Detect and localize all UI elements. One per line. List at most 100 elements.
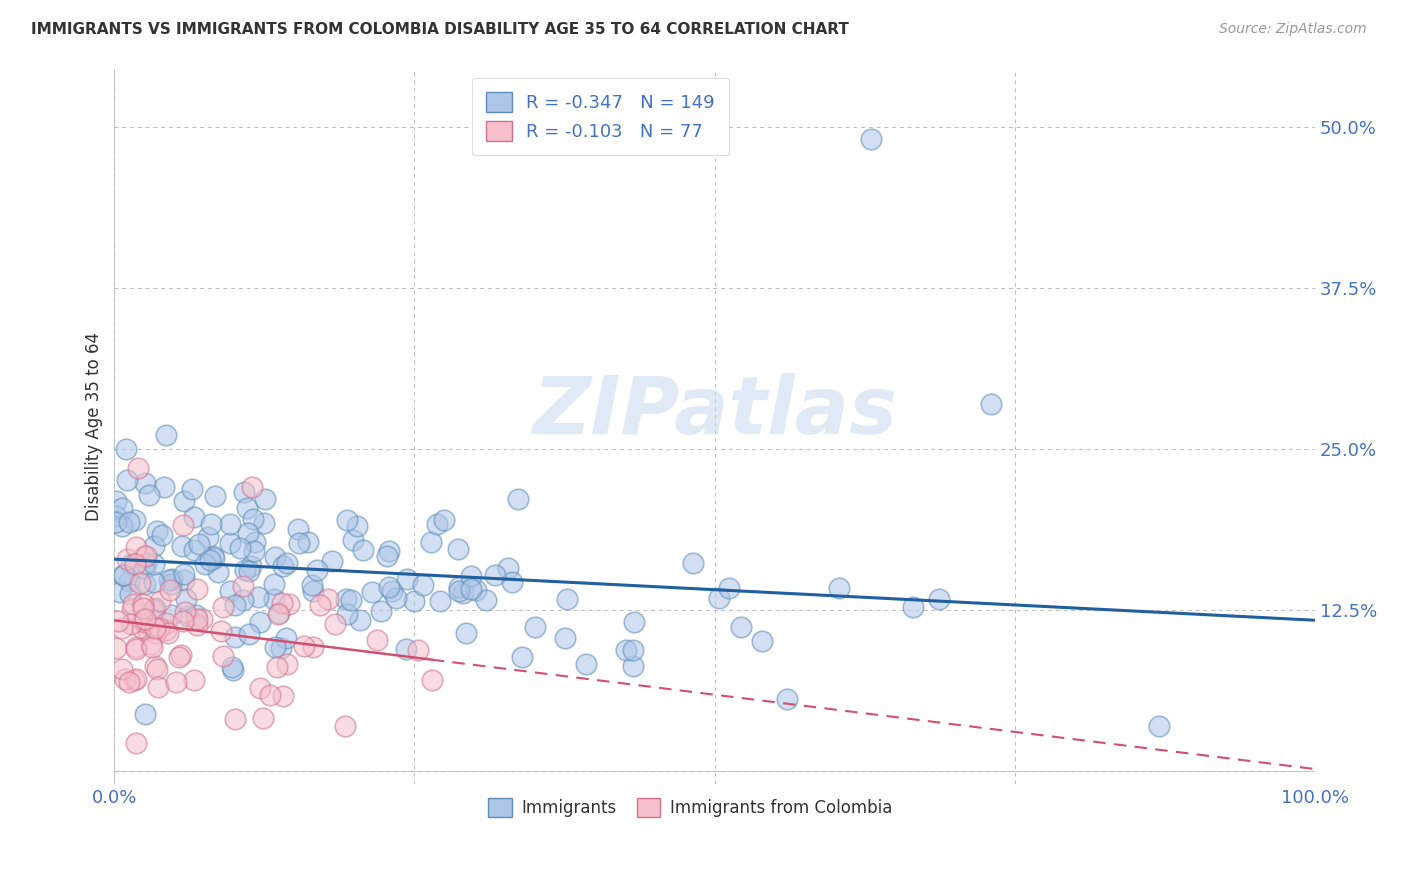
Point <box>121 597 143 611</box>
Point <box>169 650 191 665</box>
Point <box>222 663 245 677</box>
Point <box>336 513 359 527</box>
Point <box>124 558 146 572</box>
Point <box>132 613 155 627</box>
Point <box>112 567 135 582</box>
Point <box>108 584 131 599</box>
Point <box>308 599 330 613</box>
Point <box>153 480 176 494</box>
Point <box>132 549 155 563</box>
Point <box>484 568 506 582</box>
Point <box>239 559 262 574</box>
Point <box>155 428 177 442</box>
Point <box>420 673 443 687</box>
Point <box>124 513 146 527</box>
Point <box>236 500 259 515</box>
Point <box>928 591 950 606</box>
Point <box>211 624 233 639</box>
Point <box>252 711 274 725</box>
Point <box>207 565 229 579</box>
Point <box>162 572 184 586</box>
Point <box>202 551 225 566</box>
Point <box>232 593 254 607</box>
Point <box>554 631 576 645</box>
Point <box>717 581 740 595</box>
Point <box>155 615 177 630</box>
Point <box>980 396 1002 410</box>
Point <box>370 604 392 618</box>
Point <box>204 489 226 503</box>
Point <box>460 569 482 583</box>
Point <box>621 643 644 657</box>
Point <box>730 620 752 634</box>
Point <box>111 621 134 635</box>
Point <box>170 539 193 553</box>
Point <box>575 657 598 672</box>
Point <box>198 552 221 566</box>
Point <box>177 609 200 624</box>
Point <box>125 736 148 750</box>
Point <box>465 582 488 597</box>
Point <box>301 640 323 655</box>
Point <box>335 591 357 606</box>
Point <box>186 582 208 596</box>
Point <box>120 557 142 571</box>
Point <box>325 617 347 632</box>
Point <box>510 649 533 664</box>
Point <box>333 719 356 733</box>
Point <box>426 516 449 531</box>
Point <box>142 603 165 617</box>
Point <box>707 591 730 605</box>
Point <box>132 561 155 575</box>
Point <box>186 612 208 626</box>
Point <box>146 680 169 694</box>
Point <box>378 580 401 594</box>
Point <box>271 558 294 573</box>
Point <box>219 536 242 550</box>
Point <box>229 541 252 555</box>
Point <box>134 612 156 626</box>
Point <box>197 530 219 544</box>
Point <box>419 534 441 549</box>
Point <box>132 597 155 611</box>
Point <box>412 578 434 592</box>
Point <box>117 552 139 566</box>
Text: Source: ZipAtlas.com: Source: ZipAtlas.com <box>1219 22 1367 37</box>
Point <box>346 518 368 533</box>
Point <box>224 630 246 644</box>
Point <box>114 672 136 686</box>
Point <box>263 576 285 591</box>
Point <box>143 621 166 635</box>
Point <box>132 615 155 629</box>
Point <box>406 643 429 657</box>
Point <box>475 593 498 607</box>
Point <box>395 572 418 586</box>
Point <box>173 566 195 581</box>
Point <box>276 632 298 646</box>
Point <box>623 615 645 629</box>
Point <box>142 602 165 616</box>
Point <box>218 583 240 598</box>
Point <box>682 556 704 570</box>
Point <box>555 592 578 607</box>
Point <box>378 544 401 558</box>
Point <box>173 494 195 508</box>
Point <box>249 615 271 629</box>
Point <box>243 543 266 558</box>
Point <box>186 618 208 632</box>
Point <box>139 637 162 651</box>
Point <box>447 584 470 599</box>
Point <box>366 633 388 648</box>
Point <box>433 513 456 527</box>
Point <box>134 475 156 490</box>
Point <box>159 583 181 598</box>
Point <box>131 621 153 635</box>
Point <box>249 681 271 696</box>
Point <box>263 640 285 654</box>
Legend: Immigrants, Immigrants from Colombia: Immigrants, Immigrants from Colombia <box>479 790 901 825</box>
Point <box>349 613 371 627</box>
Point <box>200 517 222 532</box>
Point <box>621 658 644 673</box>
Point <box>134 707 156 722</box>
Point <box>288 535 311 549</box>
